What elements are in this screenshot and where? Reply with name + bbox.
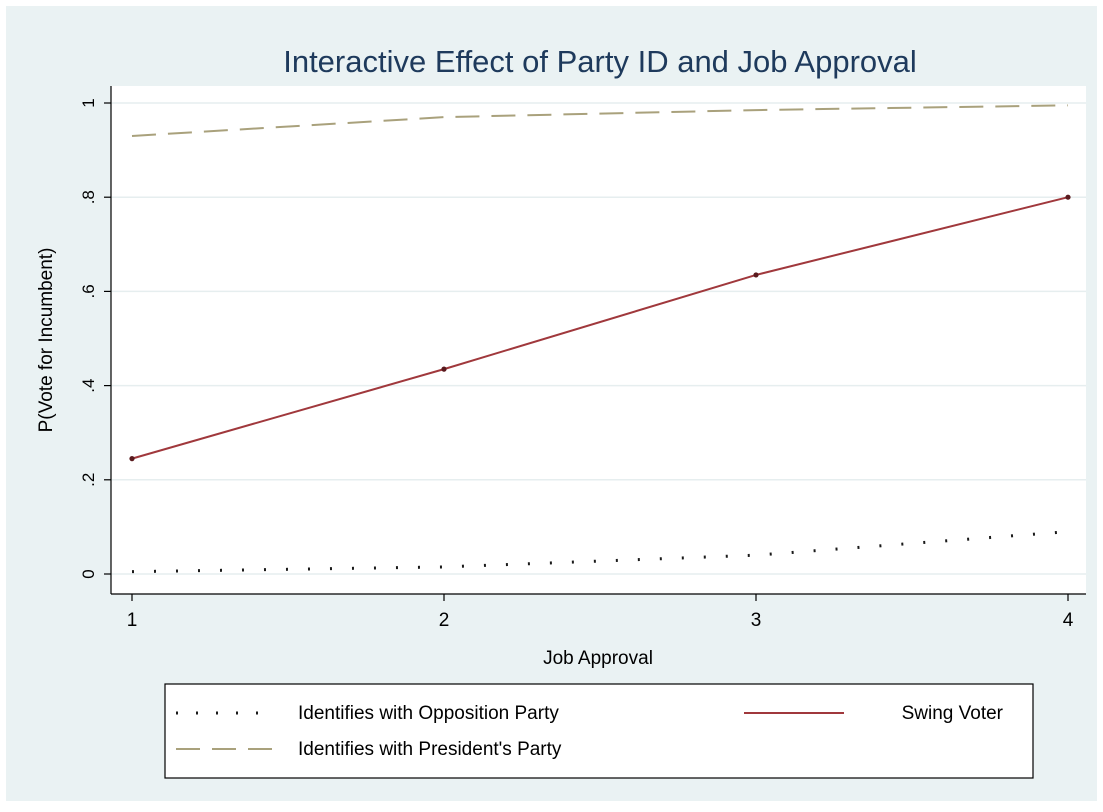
x-tick-label: 2 bbox=[439, 610, 450, 631]
x-tick-label: 1 bbox=[127, 610, 138, 631]
legend-box bbox=[164, 683, 1034, 779]
legend-label-2: Identifies with President's Party bbox=[298, 739, 562, 760]
series-point-1 bbox=[753, 272, 759, 278]
y-tick-label: 1 bbox=[79, 98, 98, 107]
y-tick-label: .6 bbox=[79, 284, 98, 298]
chart-title: Interactive Effect of Party ID and Job A… bbox=[283, 44, 917, 79]
x-axis-label: Job Approval bbox=[543, 648, 653, 669]
y-tick-label: .8 bbox=[79, 190, 98, 204]
plot-area bbox=[111, 86, 1086, 594]
legend-label-0: Identifies with Opposition Party bbox=[298, 703, 559, 724]
series-point-1 bbox=[441, 366, 447, 372]
y-tick-label: .4 bbox=[79, 379, 98, 393]
legend: Identifies with Opposition Party Swing Vo… bbox=[176, 703, 1004, 760]
series-point-1 bbox=[1065, 194, 1071, 200]
series-line-1 bbox=[131, 196, 1069, 460]
y-tick-label: .2 bbox=[79, 473, 98, 487]
legend-label-1: Swing Voter bbox=[902, 703, 1004, 724]
series-line-2 bbox=[131, 104, 1069, 137]
y-tick-label: 0 bbox=[79, 569, 98, 578]
axis-ticks: 0 .2 .4 .6 .8 1 1 2 3 4 bbox=[79, 98, 1074, 631]
x-tick-label: 4 bbox=[1063, 610, 1074, 631]
y-axis-label: P(Vote for Incumbent) bbox=[36, 248, 57, 433]
gridlines bbox=[111, 102, 1086, 575]
x-tick-label: 3 bbox=[751, 610, 762, 631]
series-point-1 bbox=[129, 456, 135, 462]
series-lines bbox=[129, 104, 1071, 574]
